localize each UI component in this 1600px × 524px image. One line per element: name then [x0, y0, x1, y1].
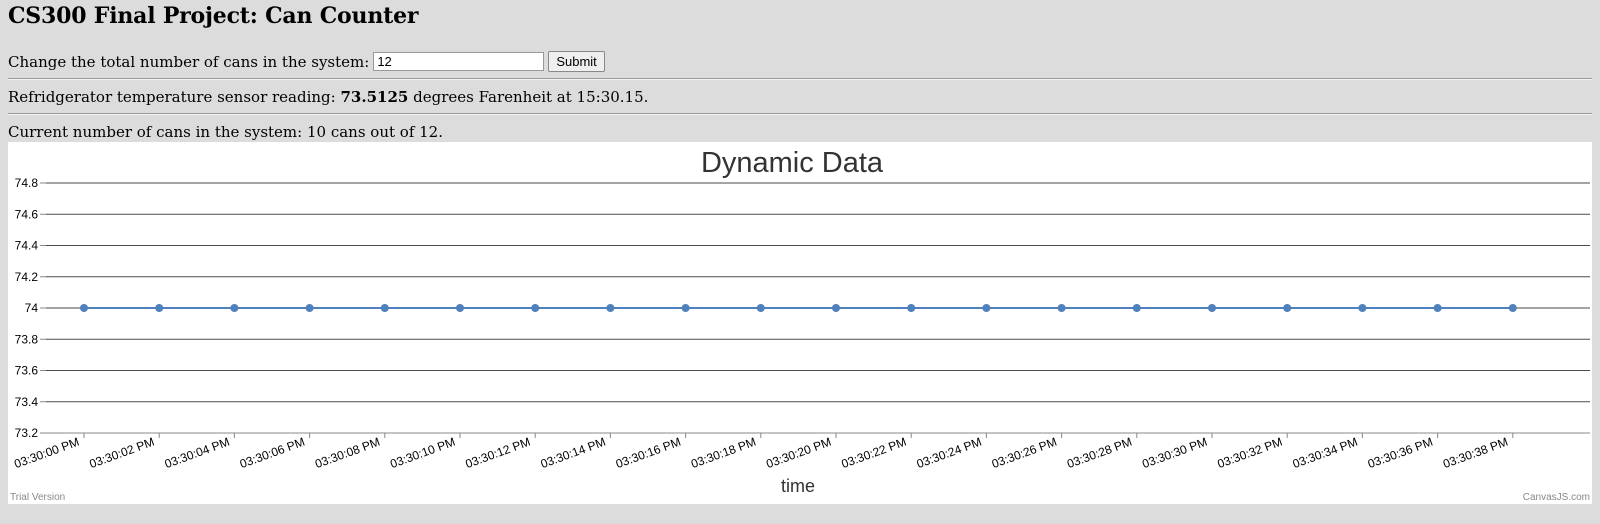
chart-title: Dynamic Data	[701, 147, 884, 179]
x-tick-label: 03:30:30 PM	[1140, 435, 1209, 471]
x-tick-label: 03:30:26 PM	[990, 435, 1059, 471]
y-tick-label: 73.6	[15, 364, 39, 378]
divider	[8, 78, 1592, 80]
y-tick-label: 74.8	[15, 176, 39, 190]
data-point	[1283, 304, 1292, 312]
data-point	[681, 304, 690, 312]
data-point	[380, 304, 389, 312]
divider	[8, 113, 1592, 115]
sensor-unit: degrees Farenheit at	[413, 88, 572, 106]
data-point	[1208, 304, 1216, 312]
x-tick-label: 03:30:04 PM	[163, 435, 232, 471]
sensor-value: 73.5125	[340, 88, 409, 106]
can-count: Current number of cans in the system: 10…	[8, 123, 443, 141]
y-tick-label: 73.8	[15, 332, 39, 346]
data-point	[756, 304, 765, 312]
data-point	[982, 304, 991, 312]
sensor-time: 15:30.15.	[576, 88, 649, 106]
page-title: CS300 Final Project: Can Counter	[8, 3, 419, 29]
x-tick-label: 03:30:22 PM	[839, 435, 908, 471]
y-tick-label: 73.2	[15, 426, 39, 440]
data-point	[1433, 304, 1442, 312]
chart-canvas: Dynamic Data 73.2 73.4 73.6 73.8 74 74.2 74.4 74…	[10, 147, 1590, 503]
can-total-input[interactable]	[373, 52, 545, 71]
can-total-label: Change the total number of cans in the s…	[8, 52, 370, 71]
data-point	[1508, 304, 1517, 312]
y-tick-label: 73.4	[15, 395, 39, 409]
canvasjs-credit: CanvasJS.com	[1523, 492, 1590, 503]
x-tick-label: 03:30:18 PM	[689, 435, 758, 471]
x-axis-label: time	[781, 476, 815, 496]
data-point	[305, 304, 314, 312]
data-point	[456, 304, 464, 312]
data-point	[230, 304, 239, 312]
x-tick-label: 03:30:14 PM	[539, 435, 608, 471]
data-point	[907, 304, 916, 312]
data-point	[80, 304, 88, 312]
temperature-chart: Dynamic Data 73.2 73.4 73.6 73.8 74 74.2 74.4 74…	[8, 142, 1592, 504]
x-tick-label: 03:30:00 PM	[12, 435, 81, 471]
x-tick-label: 03:30:10 PM	[388, 435, 457, 471]
data-point	[155, 304, 164, 312]
data-point	[1132, 304, 1141, 312]
data-point	[1358, 304, 1367, 312]
y-tick-label: 74.6	[15, 207, 39, 221]
sensor-reading: Refridgerator temperature sensor reading…	[8, 88, 648, 106]
x-tick-label: 03:30:12 PM	[463, 435, 532, 471]
submit-button[interactable]: Submit	[548, 51, 605, 72]
y-tick-label: 74.4	[15, 239, 39, 253]
data-point	[531, 304, 540, 312]
x-tick-label: 03:30:16 PM	[614, 435, 683, 471]
x-tick-label: 03:30:02 PM	[87, 435, 156, 471]
x-tick-label: 03:30:24 PM	[915, 435, 984, 471]
x-tick-label: 03:30:06 PM	[238, 435, 307, 471]
can-total-form: Change the total number of cans in the s…	[8, 51, 605, 72]
x-tick-label: 03:30:36 PM	[1366, 435, 1435, 471]
x-tick-label: 03:30:08 PM	[313, 435, 382, 471]
x-tick-label: 03:30:32 PM	[1215, 435, 1284, 471]
x-tick-label: 03:30:34 PM	[1291, 435, 1360, 471]
data-point	[832, 304, 840, 312]
trial-version-label: Trial Version	[10, 492, 65, 503]
y-tick-label: 74.2	[15, 270, 39, 284]
data-point	[1057, 304, 1066, 312]
sensor-prefix: Refridgerator temperature sensor reading…	[8, 88, 336, 106]
x-tick-label: 03:30:38 PM	[1441, 435, 1510, 471]
x-tick-label: 03:30:20 PM	[764, 435, 833, 471]
x-tick-label: 03:30:28 PM	[1065, 435, 1134, 471]
y-tick-label: 74	[25, 301, 39, 315]
data-point	[606, 304, 615, 312]
